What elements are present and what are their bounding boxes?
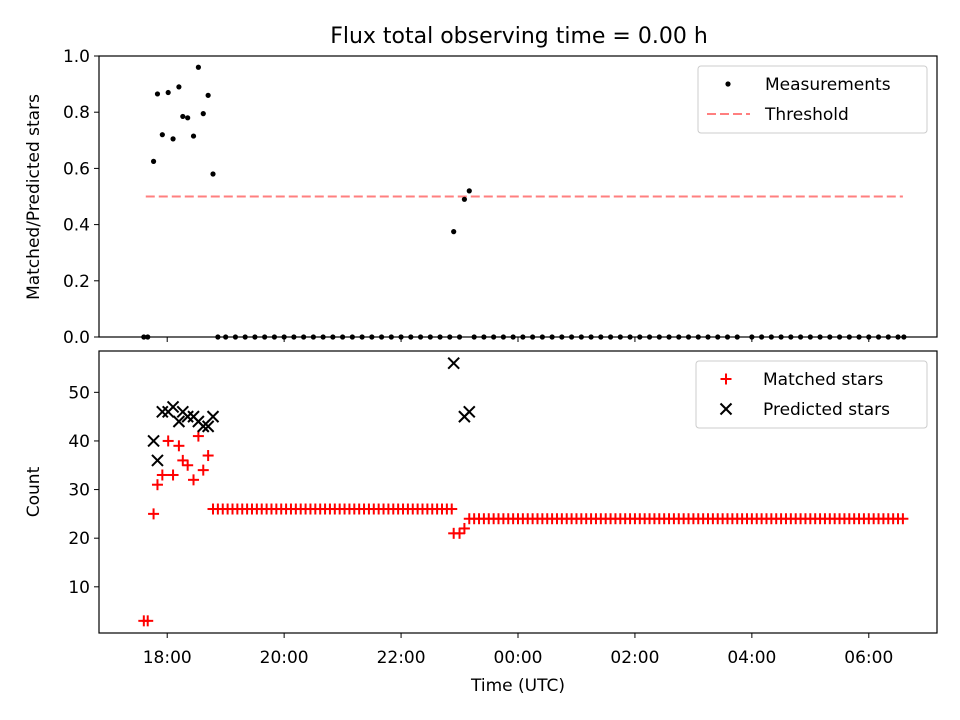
legend-matched-marker — [720, 373, 732, 385]
predicted-star-point — [172, 415, 186, 428]
legend-predicted-label: Predicted stars — [763, 400, 890, 420]
measurement-point — [180, 113, 186, 120]
predicted-star-point-b — [151, 454, 164, 467]
legend-matched-label: Matched stars — [763, 370, 883, 390]
predicted-star-point-b — [463, 405, 476, 418]
predicted-star-point-b — [147, 434, 160, 448]
matched-star-point — [446, 503, 458, 515]
matched-star-point — [162, 435, 174, 447]
count-y-tick-label: 20 — [68, 529, 90, 549]
ratio-legend-box — [697, 65, 928, 134]
predicted-star-point — [201, 420, 215, 433]
measurement-point — [165, 89, 171, 96]
matched-star-point — [458, 522, 470, 534]
matched-star-point — [142, 615, 154, 627]
matched-star-point — [148, 508, 160, 520]
predicted-star-point — [166, 400, 180, 414]
x-tick-label: 06:00 — [844, 648, 893, 668]
matched-star-point — [897, 513, 909, 525]
legend-threshold-label: Threshold — [764, 105, 849, 125]
count-plot: 10 20 30 40 50 18:00 20:00 22:00 00:00 02:00 04:00… — [24, 350, 938, 696]
measurement-point — [154, 91, 161, 97]
predicted-star-point — [156, 405, 169, 418]
predicted-star-point — [147, 434, 160, 448]
ratio-y-tick-label: 0.4 — [63, 216, 90, 236]
ratio-y-axis-label: Matched/Predicted stars — [24, 94, 44, 300]
measurement-point — [195, 64, 201, 70]
legend-measurements-label: Measurements — [765, 75, 891, 95]
measurement-point — [205, 92, 211, 98]
x-axis-label: Time (UTC) — [470, 676, 565, 696]
predicted-star-point-b — [156, 405, 169, 418]
predicted-star-point — [197, 420, 210, 433]
predicted-star-point-b — [206, 410, 220, 423]
predicted-star-point — [463, 405, 476, 418]
ratio-y-tick-label: 0.6 — [63, 159, 90, 179]
x-tick-label: 02:00 — [610, 648, 659, 668]
legend-predicted-marker-b — [719, 402, 733, 416]
count-legend-box — [695, 360, 928, 429]
ratio-legend: Measurements Threshold — [697, 65, 928, 134]
count-marks — [138, 356, 909, 627]
matched-star-point — [454, 527, 466, 539]
measurement-point — [159, 132, 165, 138]
predicted-star-point — [181, 410, 194, 423]
measurement-point — [190, 133, 197, 139]
count-legend: Matched stars Predicted stars — [695, 360, 928, 429]
ratio-plot: 0.0 0.2 0.4 0.6 0.8 1.0 Matched/Predicted sta… — [24, 47, 938, 348]
count-axes: 10 20 30 40 50 18:00 20:00 22:00 00:00 02:00 04:00… — [68, 350, 938, 668]
count-y-tick-label: 40 — [68, 432, 90, 452]
predicted-star-point-b — [181, 410, 194, 423]
count-y-tick-label: 30 — [68, 481, 90, 501]
measurement-point — [461, 196, 468, 202]
matched-star-point — [151, 479, 163, 491]
legend-measurement-marker — [725, 81, 731, 87]
x-tick-label: 18:00 — [143, 648, 192, 668]
predicted-star-point-b — [172, 415, 186, 428]
x-tick-label: 22:00 — [377, 648, 426, 668]
measurement-point — [176, 84, 182, 90]
matched-star-point — [182, 459, 194, 471]
measurement-point — [185, 115, 191, 121]
legend-predicted-marker — [719, 402, 733, 416]
predicted-star-point-b — [166, 400, 180, 414]
measurement-point — [170, 136, 176, 142]
matched-star-point — [197, 464, 209, 476]
matched-star-point — [156, 469, 168, 481]
x-tick-label: 00:00 — [494, 648, 543, 668]
count-y-axis-label: Count — [24, 466, 44, 517]
x-tick-label: 04:00 — [727, 648, 776, 668]
measurement-point — [200, 111, 206, 117]
matched-star-point — [167, 469, 179, 481]
count-y-tick-label: 50 — [68, 383, 90, 403]
matched-star-point — [177, 454, 189, 466]
ratio-y-tick-label: 1.0 — [63, 47, 90, 67]
predicted-star-point — [206, 410, 220, 423]
predicted-star-point-b — [447, 356, 460, 370]
predicted-star-point — [151, 454, 164, 467]
ratio-y-tick-label: 0.0 — [63, 328, 90, 348]
ratio-y-tick-label: 0.2 — [63, 272, 90, 292]
predicted-star-point-b — [201, 420, 215, 433]
chart-title: Flux total observing time = 0.00 h — [330, 24, 708, 49]
ratio-axes: 0.0 0.2 0.4 0.6 0.8 1.0 — [63, 47, 938, 348]
ratio-y-tick-label: 0.8 — [63, 103, 90, 123]
matched-star-point — [202, 450, 214, 462]
matched-star-point — [173, 440, 185, 452]
measurement-point — [150, 158, 157, 164]
measurement-point — [210, 171, 216, 177]
x-tick-label: 20:00 — [260, 648, 309, 668]
measurement-point — [451, 229, 457, 235]
predicted-star-point — [447, 356, 460, 370]
count-y-tick-label: 10 — [68, 578, 90, 598]
predicted-star-point-b — [197, 420, 210, 433]
matched-star-point — [188, 474, 200, 486]
measurement-point — [466, 188, 472, 194]
